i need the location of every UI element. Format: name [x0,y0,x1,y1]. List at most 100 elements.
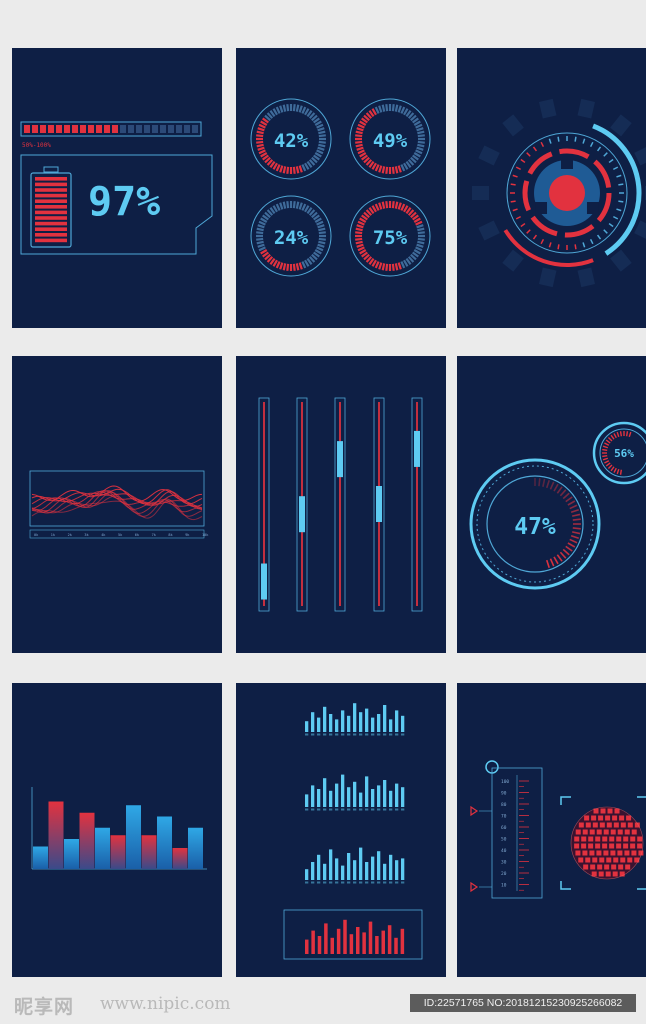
eq-bar [383,863,387,880]
radar-ring [506,132,628,254]
radar-outer-block [634,220,646,239]
radar-tick [540,141,545,148]
range-label: 50%-100% [22,142,51,149]
radar-tick [548,138,552,144]
ring-tick [407,112,415,119]
globe-cell [619,871,625,877]
big-dial-inner [486,475,584,573]
globe-cell [626,815,632,821]
eq-reflection [305,808,309,811]
top-bar-segment [96,125,102,133]
slider-track [373,397,385,612]
globe-cell [617,829,623,835]
eq-bar [401,715,405,732]
ring-tick [374,261,380,269]
eq-reflection [377,733,381,736]
ring-outer [349,98,431,180]
globe-cell [627,822,633,828]
eq-reflection [341,808,345,811]
ring-tick [410,114,417,122]
ring-tick [381,201,386,209]
radar-outer-block [478,220,500,241]
ruler-tick-label: 100 [501,779,509,785]
ring-tick [272,259,278,267]
eq-reflection [341,733,345,736]
globe-cell [578,822,584,828]
wave-tick-label: 0k [34,533,39,537]
eq-reflection [335,733,339,736]
globe-cell [592,857,598,863]
eq-bar [347,715,351,732]
ring-tick [403,162,409,170]
globe-cell [591,815,597,821]
eq-bar [305,869,309,880]
ring-outer [250,195,332,277]
globe-cell [588,843,594,849]
eq-bar [305,721,309,732]
ring-tick [357,246,365,252]
radar-graphic [472,98,646,288]
eq-bar [323,706,327,732]
ring-tick [260,120,268,126]
globe-cell [612,871,618,877]
ring-tick [381,104,386,112]
ring-tick [355,237,363,241]
globe-cell [603,850,609,856]
ring-tick [385,104,389,112]
ring-tick [368,161,375,168]
small-dial-tick [625,431,629,437]
equalizer-frame [283,909,423,960]
wave-line [31,491,203,508]
top-bar-segment [192,125,198,133]
ring-tick [355,227,363,232]
globe-cell [589,829,595,835]
big-dial-tick [542,478,546,487]
ring-tick [378,165,383,173]
ring-tick [355,130,363,135]
wave-lines [31,485,203,521]
globe-cell [605,815,611,821]
radar-tick [515,215,522,220]
ring-tick [403,108,409,116]
globe-cell [631,829,637,835]
bar [126,805,141,869]
radar-outer-block [610,114,632,137]
slider-track [258,397,270,612]
bar [188,827,203,869]
radar-tick [510,200,516,203]
eq-bar [389,790,393,807]
globe-cell [575,850,581,856]
ring-tick [318,227,326,232]
ring-label-4: 75% [373,227,408,249]
big-dial-tick [545,480,550,489]
big-dial-tick [556,486,563,494]
ring-tick [416,243,424,248]
ring-tick [301,261,307,269]
wave-chart: 0k 1k 2k 3k 4k 5k 6k 7k 8k 9k 10k [29,470,209,539]
eq-reflection [323,733,327,736]
eq-bar [371,789,375,807]
globe-cell [609,843,615,849]
ring-tick [361,214,368,221]
ring-tick [292,263,296,271]
ring-tick [286,201,290,209]
ring-tick [317,243,325,248]
big-dial-tick [572,531,581,535]
globe-cell [607,808,613,814]
ring-gauges: 42% 49% 24% 75% [250,98,431,277]
ring-tick [361,251,368,258]
wave-tick-label: 1k [51,533,56,537]
radar-outer-block [634,147,646,166]
bar [141,835,157,869]
wave-tick-label: 7k [152,533,157,537]
ring-tick [416,224,424,229]
globe-cell [631,850,637,856]
ring-tick [374,164,380,172]
radar-tick [540,238,545,245]
ring-tick [306,161,313,168]
bar-chart-panel [12,683,222,977]
ring-tick [282,201,287,209]
top-bar-segment [176,125,182,133]
ring-tick [417,227,425,232]
eq-bar [401,858,405,880]
